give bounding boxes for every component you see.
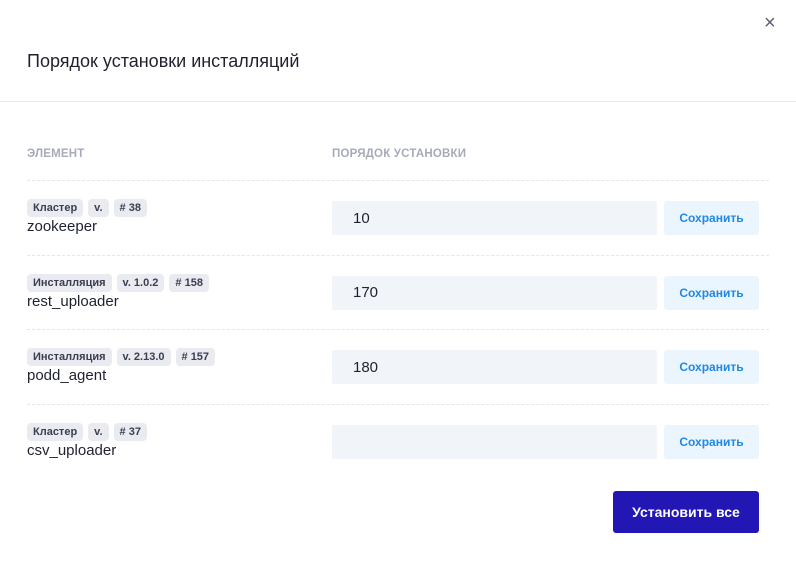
save-button[interactable]: Сохранить bbox=[664, 350, 759, 384]
table-row: Кластер v. # 38 zookeeper Сохранить bbox=[27, 180, 769, 255]
element-name: csv_uploader bbox=[27, 441, 117, 459]
version-tag: v. 1.0.2 bbox=[116, 273, 165, 292]
number-tag: # 157 bbox=[175, 348, 216, 366]
column-header-element: ЭЛЕМЕНТ bbox=[27, 148, 85, 160]
version-tag: v. 2.13.0 bbox=[116, 348, 171, 366]
save-button[interactable]: Сохранить bbox=[664, 424, 759, 459]
table-row: Инсталляция v. 1.0.2 # 158 rest_uploader… bbox=[27, 254, 769, 330]
tags: Инсталляция v. 2.13.0 # 157 bbox=[27, 348, 216, 366]
close-icon[interactable]: × bbox=[764, 12, 776, 34]
order-input[interactable] bbox=[332, 350, 657, 384]
number-tag: # 38 bbox=[113, 199, 147, 217]
tags: Кластер v. # 38 bbox=[27, 199, 147, 217]
element-name: rest_uploader bbox=[27, 292, 119, 310]
table-row: Кластер v. # 37 csv_uploader Сохранить bbox=[27, 403, 769, 479]
element-name: podd_agent bbox=[27, 367, 107, 384]
save-button[interactable]: Сохранить bbox=[664, 201, 759, 235]
dialog-title: Порядок установки инсталляций bbox=[27, 51, 300, 71]
type-tag: Кластер bbox=[27, 199, 84, 217]
number-tag: # 158 bbox=[169, 273, 209, 292]
element-name: zookeeper bbox=[27, 218, 98, 235]
number-tag: # 37 bbox=[113, 422, 147, 441]
version-tag: v. bbox=[88, 422, 109, 441]
tags: Инсталляция v. 1.0.2 # 158 bbox=[27, 273, 209, 292]
tags: Кластер v. # 37 bbox=[27, 422, 147, 441]
column-header-order: ПОРЯДОК УСТАНОВКИ bbox=[332, 148, 467, 160]
type-tag: Кластер bbox=[27, 422, 84, 441]
type-tag: Инсталляция bbox=[27, 273, 112, 292]
install-all-button[interactable]: Установить все bbox=[613, 491, 759, 533]
version-tag: v. bbox=[88, 199, 109, 217]
table-row: Инсталляция v. 2.13.0 # 157 podd_agent С… bbox=[27, 329, 769, 404]
order-input[interactable] bbox=[332, 201, 657, 235]
order-input[interactable] bbox=[332, 424, 657, 459]
save-button[interactable]: Сохранить bbox=[664, 275, 759, 310]
order-input[interactable] bbox=[332, 275, 657, 310]
type-tag: Инсталляция bbox=[27, 348, 112, 366]
header-divider bbox=[0, 101, 796, 102]
